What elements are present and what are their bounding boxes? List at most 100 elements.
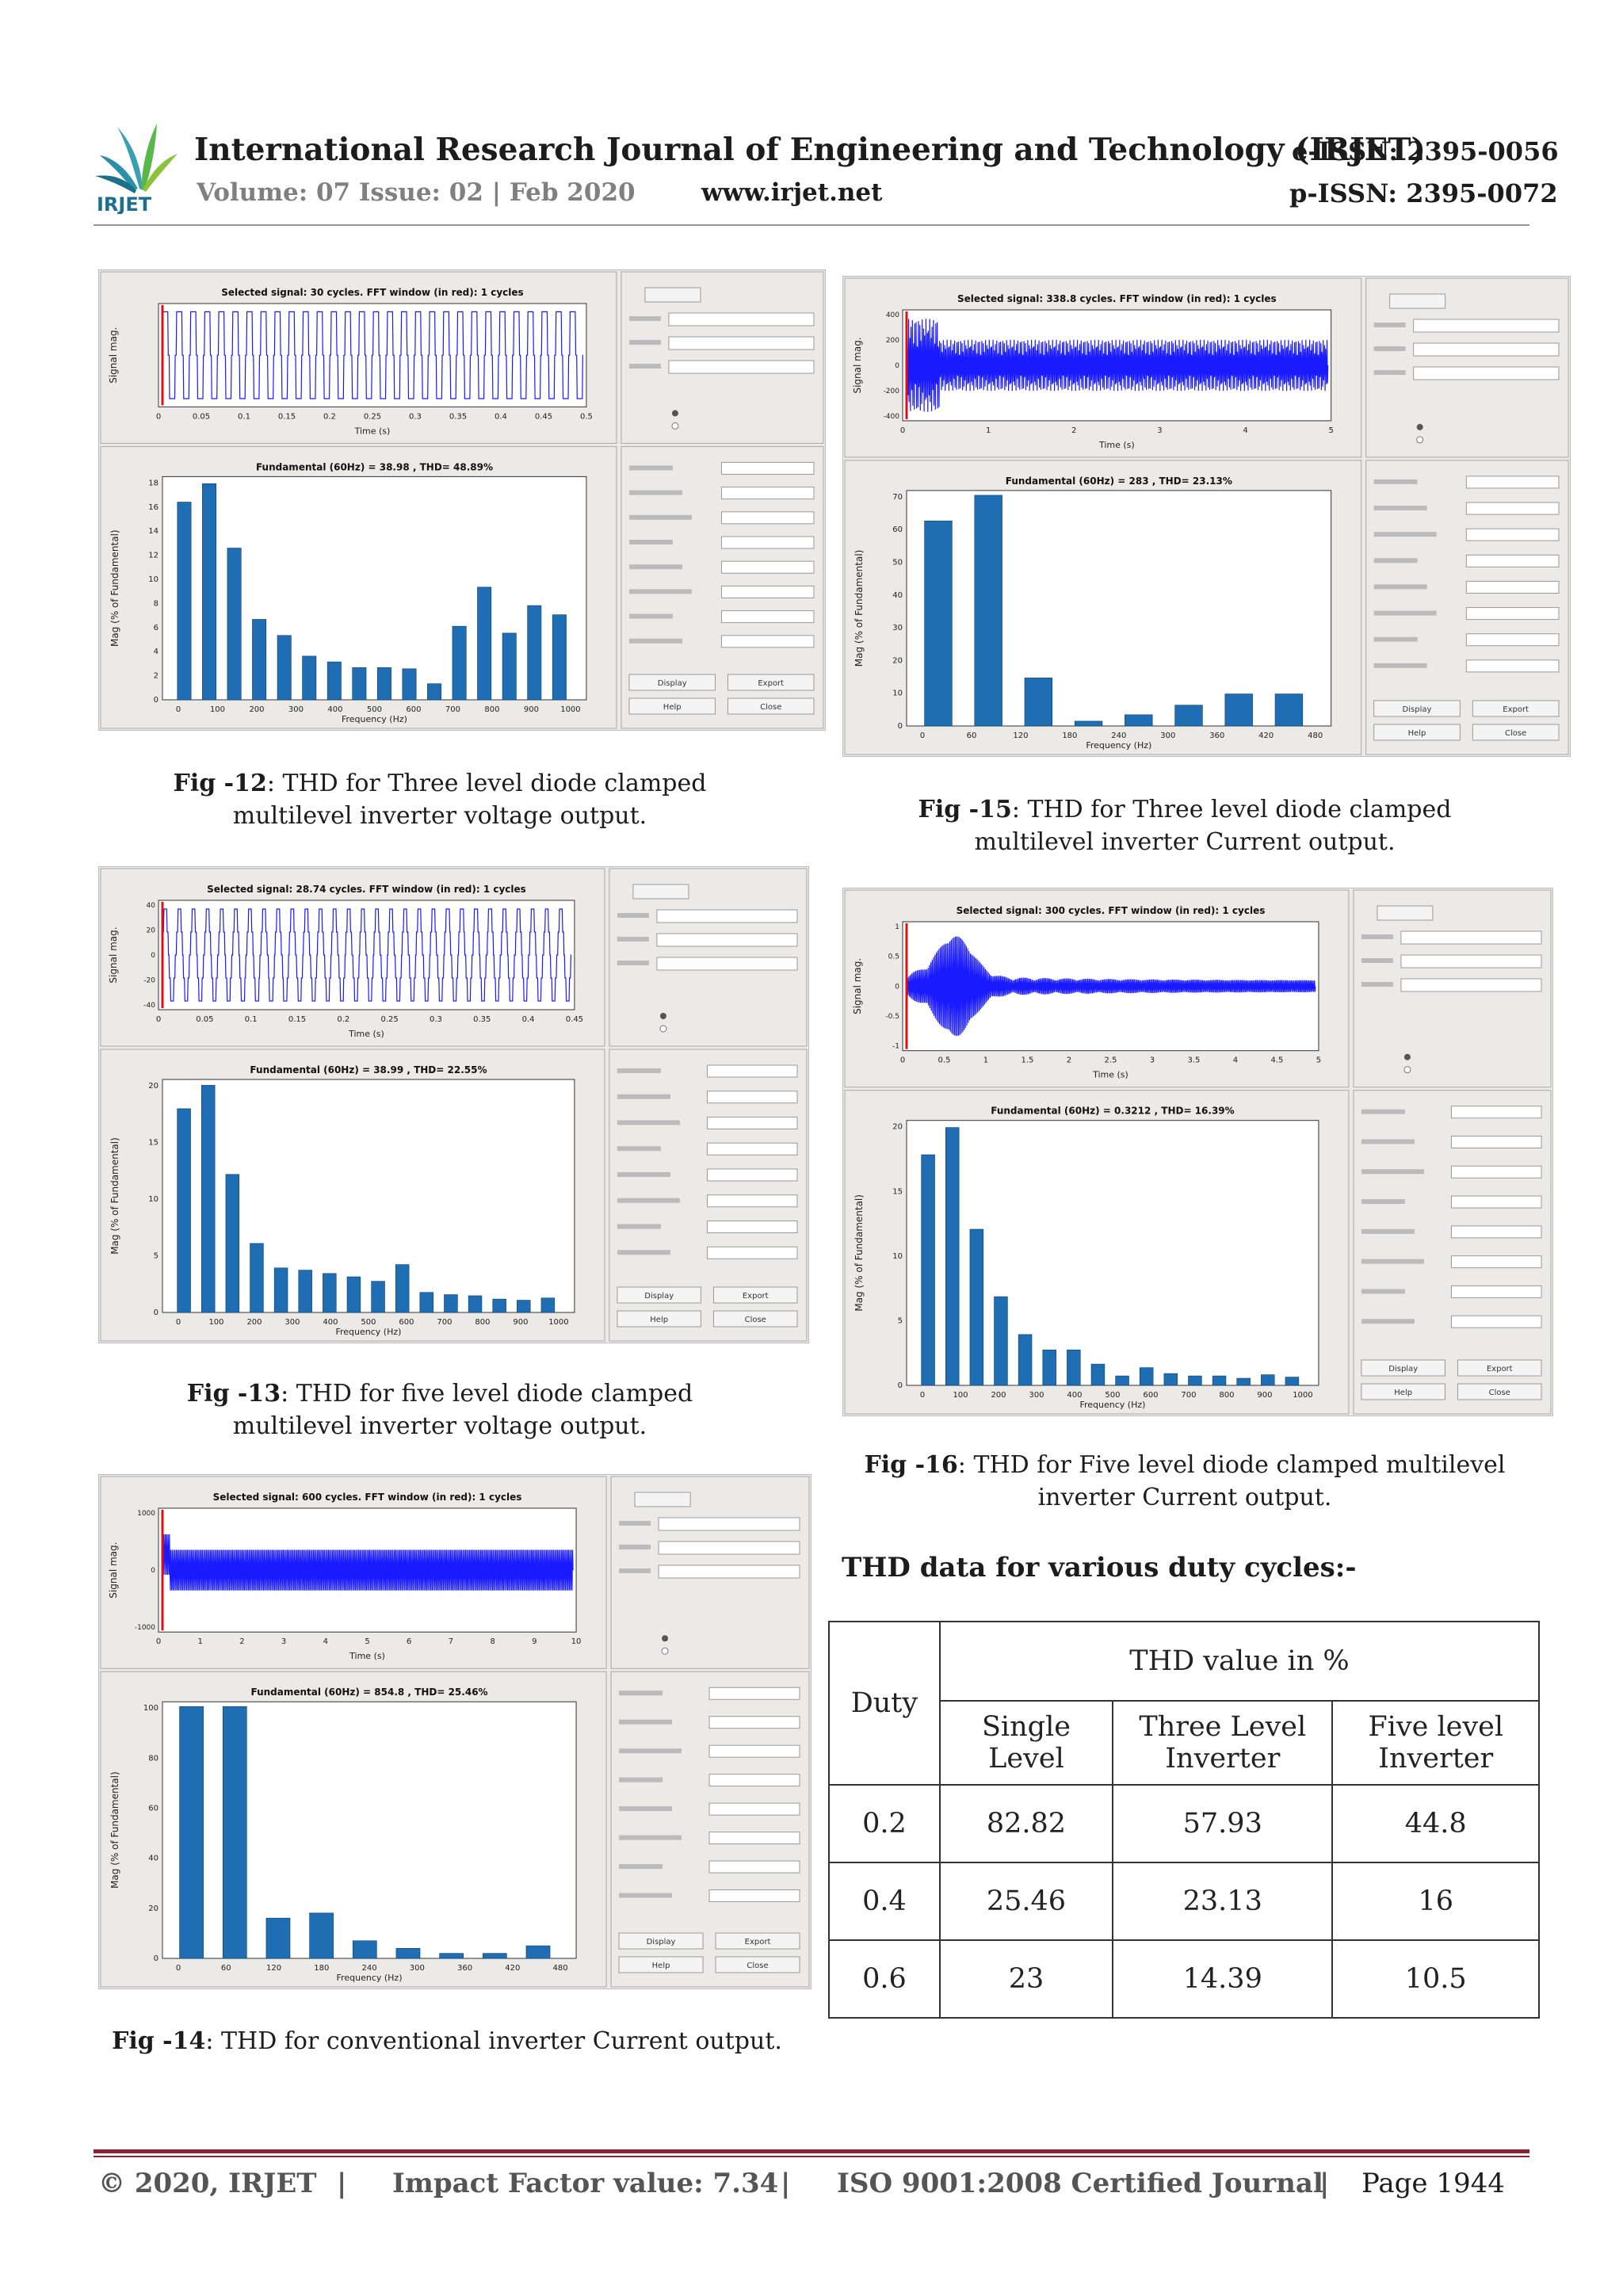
- fft-xlabel: Frequency (Hz): [1079, 1400, 1145, 1410]
- setting-field: [720, 461, 815, 475]
- setting-label: [628, 465, 673, 471]
- signal-xtick: 2: [1067, 1056, 1071, 1065]
- fft-ylabel: Mag (% of Fundamental): [109, 1771, 120, 1889]
- control-field: [1400, 954, 1542, 968]
- signal-ytick: 1: [895, 923, 899, 931]
- signal-xtick: 0.2: [337, 1015, 349, 1024]
- setting-label: [628, 564, 682, 570]
- signal-title: Selected signal: 28.74 cycles. FFT windo…: [207, 884, 526, 895]
- cell-duty: 0.6: [828, 1939, 941, 2019]
- fft-bar: [1212, 1375, 1227, 1386]
- fft-bar: [252, 619, 267, 701]
- fft-xtick: 180: [1062, 732, 1077, 740]
- figure-16: Selected signal: 300 cycles. FFT window …: [842, 888, 1553, 1416]
- fft-analysis-window: Selected signal: 300 cycles. FFT window …: [844, 889, 1552, 1415]
- control-field: [1413, 342, 1560, 357]
- fft-ytick: 0: [154, 1954, 158, 1963]
- setting-label: [1361, 1139, 1415, 1144]
- control-field: [658, 1517, 800, 1531]
- setting-field: [706, 1168, 798, 1182]
- signal-xlabel: Time (s): [349, 1651, 385, 1661]
- signal-ytick: 1000: [137, 1510, 155, 1518]
- button-export: [727, 674, 815, 691]
- fft-bar: [1188, 1375, 1202, 1386]
- fft-xtick: 300: [410, 1964, 425, 1973]
- signal-ytick: 20: [147, 927, 156, 935]
- table-row: 0.2 82.82 57.93 44.8: [828, 1784, 1540, 1863]
- button-help: [628, 697, 716, 715]
- setting-field: [1450, 1195, 1542, 1209]
- fft-xtick: 1000: [548, 1318, 568, 1327]
- caption-text: : THD for Five level diode clamped multi…: [957, 1451, 1506, 1511]
- button-help-label: Help: [650, 1316, 668, 1324]
- fft-bar: [1074, 720, 1103, 727]
- journal-website[interactable]: www.irjet.net: [701, 178, 883, 207]
- fft-ytick: 15: [148, 1139, 158, 1148]
- fft-ytick: 14: [148, 527, 158, 536]
- fft-bar: [924, 520, 953, 727]
- table-row: 0.4 25.46 23.13 16: [828, 1862, 1540, 1941]
- fft-ytick: 10: [148, 575, 158, 584]
- fft-xtick: 420: [1258, 732, 1274, 740]
- signal-xtick: 0.15: [288, 1015, 306, 1024]
- fft-ytick: 16: [148, 503, 158, 512]
- signal-ytick: 0: [151, 952, 155, 960]
- signal-xtick: 9: [532, 1637, 537, 1646]
- setting-label: [619, 1835, 682, 1840]
- footer-copyright: © 2020, IRJET: [98, 2168, 317, 2199]
- signal-xtick: 0.45: [535, 412, 552, 421]
- signal-xtick: 0.4: [495, 412, 507, 421]
- signal-radio: [662, 1635, 669, 1642]
- fft-bar: [1285, 1377, 1300, 1386]
- fft-window-radio: [671, 422, 679, 430]
- signal-radio: [1416, 423, 1423, 430]
- fft-xlabel: Frequency (Hz): [342, 714, 407, 724]
- button-close: [1457, 1383, 1542, 1400]
- fft-bar: [323, 1273, 337, 1313]
- thd-table-heading: THD data for various duty cycles:-: [842, 1552, 1357, 1584]
- col-single-level: Single Level: [938, 1700, 1114, 1786]
- button-display: [618, 1932, 704, 1950]
- setting-field: [708, 1687, 800, 1700]
- fft-ytick: 40: [892, 591, 903, 600]
- button-close-label: Close: [747, 1962, 768, 1970]
- fft-xtick: 480: [553, 1964, 568, 1973]
- setting-label: [1373, 558, 1418, 563]
- control-field: [656, 933, 798, 947]
- control-label: [628, 316, 661, 321]
- signal-ytick: 40: [147, 902, 156, 910]
- caption-fig-14: Fig -14: THD for conventional inverter C…: [98, 2025, 796, 2057]
- button-export: [712, 1286, 798, 1304]
- signal-ylabel: Signal mag.: [852, 958, 863, 1014]
- button-close: [715, 1956, 800, 1973]
- setting-field: [708, 1744, 800, 1758]
- fft-axes: [162, 1079, 575, 1313]
- control-field: [668, 336, 815, 350]
- fft-bar: [346, 1276, 361, 1313]
- fft-bar: [527, 605, 542, 701]
- control-field: [658, 1541, 800, 1555]
- eissn: e-ISSN: 2395-0056: [1292, 136, 1559, 166]
- footer-impact-factor: Impact Factor value: 7.34: [392, 2168, 779, 2199]
- fft-ytick: 0: [898, 1381, 903, 1390]
- fft-bar: [452, 625, 467, 701]
- fft-xtick: 300: [285, 1318, 300, 1327]
- signal-xtick: 4.5: [1270, 1056, 1283, 1065]
- control-label: [1361, 934, 1393, 939]
- signal-title: Selected signal: 300 cycles. FFT window …: [957, 905, 1266, 916]
- fft-xtick: 300: [288, 705, 304, 714]
- fft-xtick: 500: [361, 1318, 376, 1327]
- setting-label: [619, 1777, 663, 1782]
- button-close: [1472, 724, 1560, 741]
- fft-analysis-window: Selected signal: 338.8 cycles. FFT windo…: [844, 277, 1569, 755]
- caption-label: Fig -16: [864, 1451, 958, 1479]
- cell-single: 82.82: [938, 1784, 1114, 1863]
- control-label: [1361, 982, 1393, 987]
- fft-xtick: 300: [1160, 732, 1175, 740]
- setting-label: [619, 1806, 673, 1812]
- button-display: [1373, 700, 1461, 717]
- svg-text:IRJET: IRJET: [97, 193, 152, 214]
- refresh-button: [632, 884, 689, 900]
- fft-ytick: 2: [154, 672, 158, 681]
- setting-label: [619, 1719, 673, 1725]
